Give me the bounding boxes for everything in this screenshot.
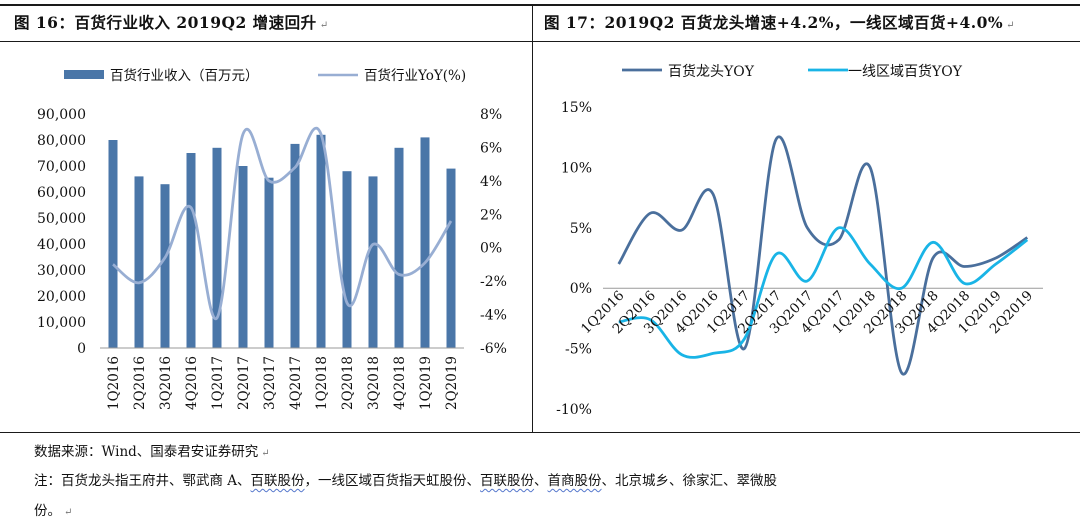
left-axis-tick: 0 (77, 341, 86, 357)
right-chart-y-tick: 10% (561, 160, 592, 176)
x-axis-tick: 1Q2016 (106, 356, 122, 410)
right-chart-y-tick: -5% (565, 342, 592, 358)
left-axis-tick: 30,000 (37, 263, 86, 279)
left-axis-tick: 50,000 (37, 211, 86, 227)
bar-revenue (420, 137, 430, 348)
legend-label-revenue: 百货行业收入（百万元） (110, 67, 259, 84)
x-axis-tick: 2Q2016 (132, 356, 148, 410)
bottom-rule (0, 432, 1080, 433)
x-axis-tick: 4Q2018 (392, 356, 408, 410)
footnote-line-2: 份。 ↵ (34, 503, 73, 519)
x-axis-tick: 3Q2017 (262, 356, 278, 410)
right-chart-title: 图 17：2019Q2 百货龙头增速+4.2%，一线区域百货+4.0% ↵ (544, 13, 1016, 32)
bar-revenue (368, 176, 378, 348)
right-chart-y-tick: 0% (570, 281, 592, 297)
legend-swatch-revenue (64, 70, 104, 79)
top-rule (0, 4, 1080, 6)
x-axis-tick: 3Q2016 (158, 356, 174, 410)
left-axis-tick: 60,000 (37, 185, 86, 201)
right-chart-y-tick: -10% (556, 402, 592, 418)
source-note: 数据来源：Wind、国泰君安证券研究 ↵ (34, 444, 270, 460)
x-axis-tick: 4Q2016 (184, 356, 200, 410)
x-axis-tick: 1Q2019 (418, 356, 434, 410)
bar-revenue (212, 147, 222, 348)
right-axis-tick: -2% (480, 274, 507, 290)
bar-revenue (290, 143, 300, 348)
bar-revenue (238, 166, 248, 348)
x-axis-tick: 3Q2018 (366, 356, 382, 410)
right-chart-y-tick: 5% (570, 221, 592, 237)
right-chart-y-tick: 15% (561, 100, 592, 116)
right-axis-tick: -6% (480, 341, 507, 357)
left-axis-tick: 20,000 (37, 289, 86, 305)
right-axis-tick: 4% (480, 174, 502, 190)
left-axis-tick: 90,000 (37, 107, 86, 123)
bar-revenue (186, 153, 196, 348)
left-axis-tick: 10,000 (37, 315, 86, 331)
series-line-tier1-yoy (618, 226, 1029, 359)
left-axis-tick: 70,000 (37, 159, 86, 175)
legend-label-yoy: 百货行业YoY(%) (364, 67, 466, 84)
legend-label-tier1: 一线区域百货YOY (848, 63, 963, 80)
left-axis-tick: 80,000 (37, 133, 86, 149)
header-rule (0, 41, 1080, 42)
bar-revenue (108, 140, 118, 348)
x-axis-tick: 2Q2019 (444, 356, 460, 410)
left-axis-tick: 40,000 (37, 237, 86, 253)
right-axis-tick: 6% (480, 140, 502, 156)
right-axis-tick: 2% (480, 207, 502, 223)
x-axis-tick: 4Q2017 (288, 356, 304, 410)
left-chart-title: 图 16：百货行业收入 2019Q2 增速回升 ↵ (14, 13, 329, 32)
x-axis-tick: 1Q2017 (210, 356, 226, 410)
panel-divider (532, 4, 533, 433)
bar-revenue (160, 184, 170, 348)
legend-label-leader: 百货龙头YOY (668, 63, 755, 80)
bar-revenue (264, 177, 274, 348)
footnote-line-1: 注：百货龙头指王府井、鄂武商 A、百联股份，一线区域百货指天虹股份、百联股份、首… (34, 473, 778, 489)
bar-revenue (134, 176, 144, 348)
right-axis-tick: 8% (480, 107, 502, 123)
series-line-leader-yoy (617, 135, 1029, 376)
x-axis-tick: 2Q2017 (236, 356, 252, 410)
right-axis-tick: 0% (480, 241, 502, 257)
right-axis-tick: -4% (480, 308, 507, 324)
series-line-yoy (112, 126, 453, 320)
x-axis-tick: 2Q2018 (340, 356, 356, 410)
bar-revenue (342, 171, 352, 348)
bar-revenue (394, 147, 404, 348)
x-axis-tick: 1Q2018 (314, 356, 330, 410)
bar-revenue (316, 134, 326, 348)
bar-revenue (446, 168, 456, 348)
